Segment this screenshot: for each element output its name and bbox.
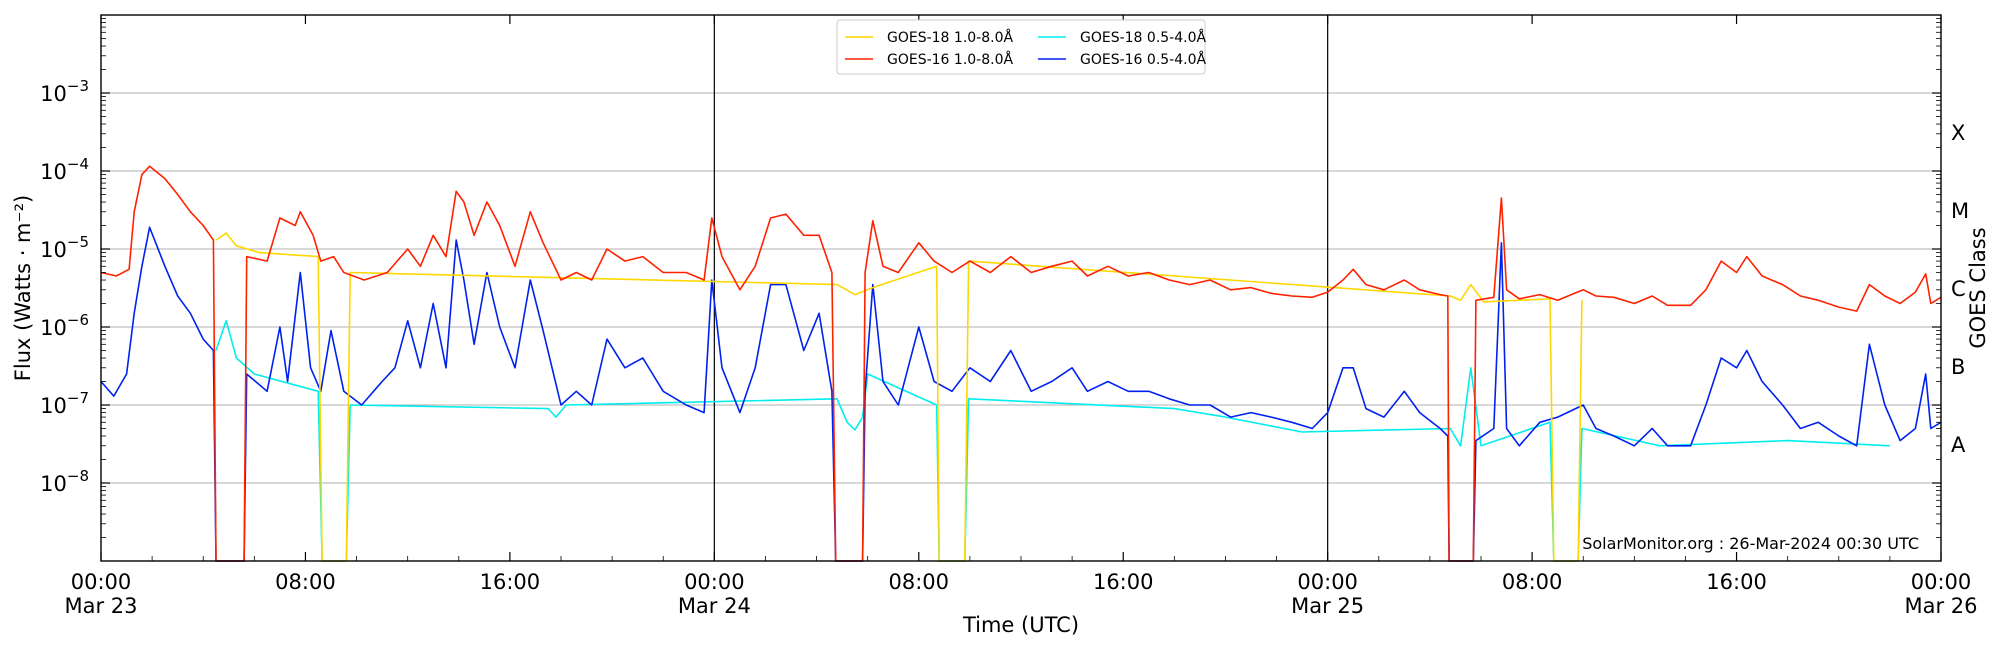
x-tick-label-0: 00:00 — [71, 570, 132, 594]
y-tick-label-3: 10−5 — [40, 233, 89, 262]
series-line-0 — [215, 232, 1583, 562]
y-tick-label-2: 10−6 — [40, 311, 89, 340]
series-layer — [100, 165, 1942, 562]
goes-class-label-B: B — [1951, 355, 1965, 379]
legend: GOES-18 1.0-8.0Å GOES-18 0.5-4.0Å GOES-16 … — [836, 19, 1206, 75]
x-tick-date-3: Mar 24 — [678, 594, 751, 618]
day-separators — [713, 15, 1329, 561]
series-line-3 — [100, 226, 1942, 562]
label-layer: Flux (Watts · m⁻²) GOES Class Time (UTC)… — [11, 195, 1990, 637]
goes-class-label-M: M — [1951, 199, 1969, 223]
goes-class-label-X: X — [1951, 121, 1965, 145]
y-tick-label-4: 10−4 — [40, 155, 89, 184]
legend-label-1: GOES-16 1.0-8.0Å — [887, 51, 1013, 68]
goes-class-label-C: C — [1951, 277, 1966, 301]
legend-label-3: GOES-16 0.5-4.0Å — [1080, 51, 1206, 68]
y-tick-label-5: 10−3 — [40, 77, 89, 106]
x-tick-label-4: 08:00 — [889, 570, 950, 594]
y2-axis-label: GOES Class — [1966, 227, 1990, 348]
y-tick-label-1: 10−7 — [40, 389, 89, 418]
goes-class-label-A: A — [1951, 433, 1966, 457]
y-axis-label: Flux (Watts · m⁻²) — [11, 195, 35, 381]
x-tick-label-7: 08:00 — [1502, 570, 1563, 594]
x-tick-label-5: 16:00 — [1093, 570, 1154, 594]
legend-label-2: GOES-18 0.5-4.0Å — [1080, 29, 1206, 46]
x-tick-label-2: 16:00 — [480, 570, 541, 594]
plot-frame — [100, 14, 1942, 562]
legend-label-0: GOES-18 1.0-8.0Å — [887, 29, 1013, 46]
x-tick-label-6: 00:00 — [1297, 570, 1358, 594]
x-tick-label-9: 00:00 — [1911, 570, 1972, 594]
x-tick-date-6: Mar 25 — [1291, 594, 1364, 618]
x-tick-label-1: 08:00 — [275, 570, 336, 594]
series-line-1 — [100, 165, 1942, 562]
x-tick-date-0: Mar 23 — [64, 594, 137, 618]
x-axis-label: Time (UTC) — [962, 613, 1079, 637]
x-tick-label-3: 00:00 — [684, 570, 745, 594]
x-tick-label-8: 16:00 — [1706, 570, 1767, 594]
grid-layer — [101, 92, 1941, 484]
legend-box — [836, 19, 1206, 75]
y-tick-label-0: 10−8 — [40, 467, 89, 496]
x-tick-date-9: Mar 26 — [1904, 594, 1977, 618]
credit-label: SolarMonitor.org : 26-Mar-2024 00:30 UTC — [1582, 534, 1919, 553]
